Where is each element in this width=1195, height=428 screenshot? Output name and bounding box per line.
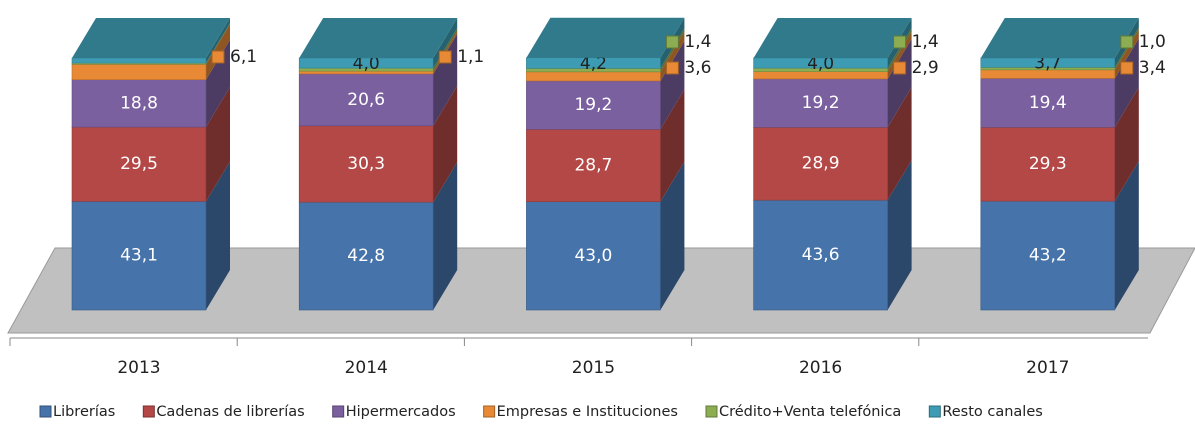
x-tick-label: 2014 <box>345 358 388 378</box>
bar <box>298 201 434 311</box>
legend-label: Resto canales <box>942 404 1043 420</box>
x-tick-label: 2015 <box>572 358 615 378</box>
bar-side <box>660 89 685 202</box>
data-label: 3,6 <box>684 58 711 78</box>
legend-label: Empresas e Instituciones <box>497 404 678 420</box>
legend-label: Cadenas de librerías <box>156 404 304 420</box>
data-label: 1,1 <box>457 47 484 67</box>
bar <box>71 126 207 202</box>
data-label: 3,7 <box>1034 54 1061 74</box>
bar <box>526 129 661 202</box>
bar <box>980 78 1116 128</box>
bar <box>71 57 207 64</box>
legend-label: Librerías <box>53 404 115 420</box>
bar <box>298 125 434 203</box>
bar-top <box>753 18 912 58</box>
bar-top <box>72 18 230 58</box>
legend-label: Crédito+Venta telefónica <box>719 404 901 420</box>
data-label: 30,3 <box>347 154 385 174</box>
bar <box>71 201 207 311</box>
data-label: 4,0 <box>807 54 834 74</box>
bar <box>753 78 888 128</box>
label-key <box>665 61 679 75</box>
legend-swatch <box>142 405 155 418</box>
bar <box>71 64 207 80</box>
legend-swatch <box>332 405 345 418</box>
legend-swatch <box>39 405 52 418</box>
data-label: 28,7 <box>574 155 612 175</box>
data-label: 19,2 <box>802 93 840 113</box>
label-key <box>1120 61 1134 75</box>
data-label: 1,4 <box>684 32 711 52</box>
bar-side <box>433 85 458 203</box>
data-label: 18,8 <box>120 93 158 113</box>
legend-label: Hipermercados <box>346 404 456 420</box>
legend-swatch <box>483 405 496 418</box>
data-label: 1,0 <box>1139 32 1166 52</box>
bar-side <box>660 161 685 310</box>
data-label: 29,5 <box>120 154 158 174</box>
bar-side <box>1114 38 1139 128</box>
bar-top <box>526 17 685 58</box>
data-label: 29,3 <box>1029 154 1067 174</box>
bar-side <box>206 161 230 310</box>
label-key <box>893 35 907 49</box>
legend-swatch <box>928 405 941 418</box>
bar-side <box>433 162 458 310</box>
x-tick-label: 2016 <box>799 358 842 378</box>
bar <box>980 200 1116 311</box>
bar-top <box>980 18 1139 58</box>
x-tick-label: 2017 <box>1026 358 1069 378</box>
data-label: 19,4 <box>1029 93 1067 113</box>
data-label: 2,9 <box>912 58 939 78</box>
bar <box>753 199 888 311</box>
bar <box>298 73 434 127</box>
data-label: 6,1 <box>230 47 257 67</box>
legend-swatch <box>705 405 718 418</box>
data-label: 43,2 <box>1029 246 1067 266</box>
data-label: 43,0 <box>574 246 612 266</box>
data-label: 28,9 <box>802 154 840 174</box>
bar-side <box>206 87 230 202</box>
bar-top <box>299 18 458 58</box>
label-key <box>438 50 452 64</box>
label-key <box>893 61 907 75</box>
bar <box>753 127 888 201</box>
x-tick-label: 2013 <box>117 358 160 378</box>
bar <box>71 79 207 128</box>
bar-side <box>1114 161 1139 310</box>
data-label: 43,6 <box>802 245 840 265</box>
label-key <box>1120 35 1134 49</box>
label-key <box>665 35 679 49</box>
data-label: 43,1 <box>120 246 158 266</box>
data-label: 42,8 <box>347 246 385 266</box>
data-label: 20,6 <box>347 90 385 110</box>
data-label: 3,4 <box>1139 58 1166 78</box>
bar-side <box>887 38 912 128</box>
data-label: 19,2 <box>574 95 612 115</box>
bar-side <box>887 160 912 310</box>
data-label: 1,4 <box>912 32 939 52</box>
bar <box>526 201 661 311</box>
bar-side <box>887 87 912 201</box>
label-key <box>211 50 225 64</box>
data-label: 4,0 <box>353 54 380 74</box>
data-label: 4,2 <box>580 54 607 74</box>
bar-side <box>1114 87 1139 202</box>
